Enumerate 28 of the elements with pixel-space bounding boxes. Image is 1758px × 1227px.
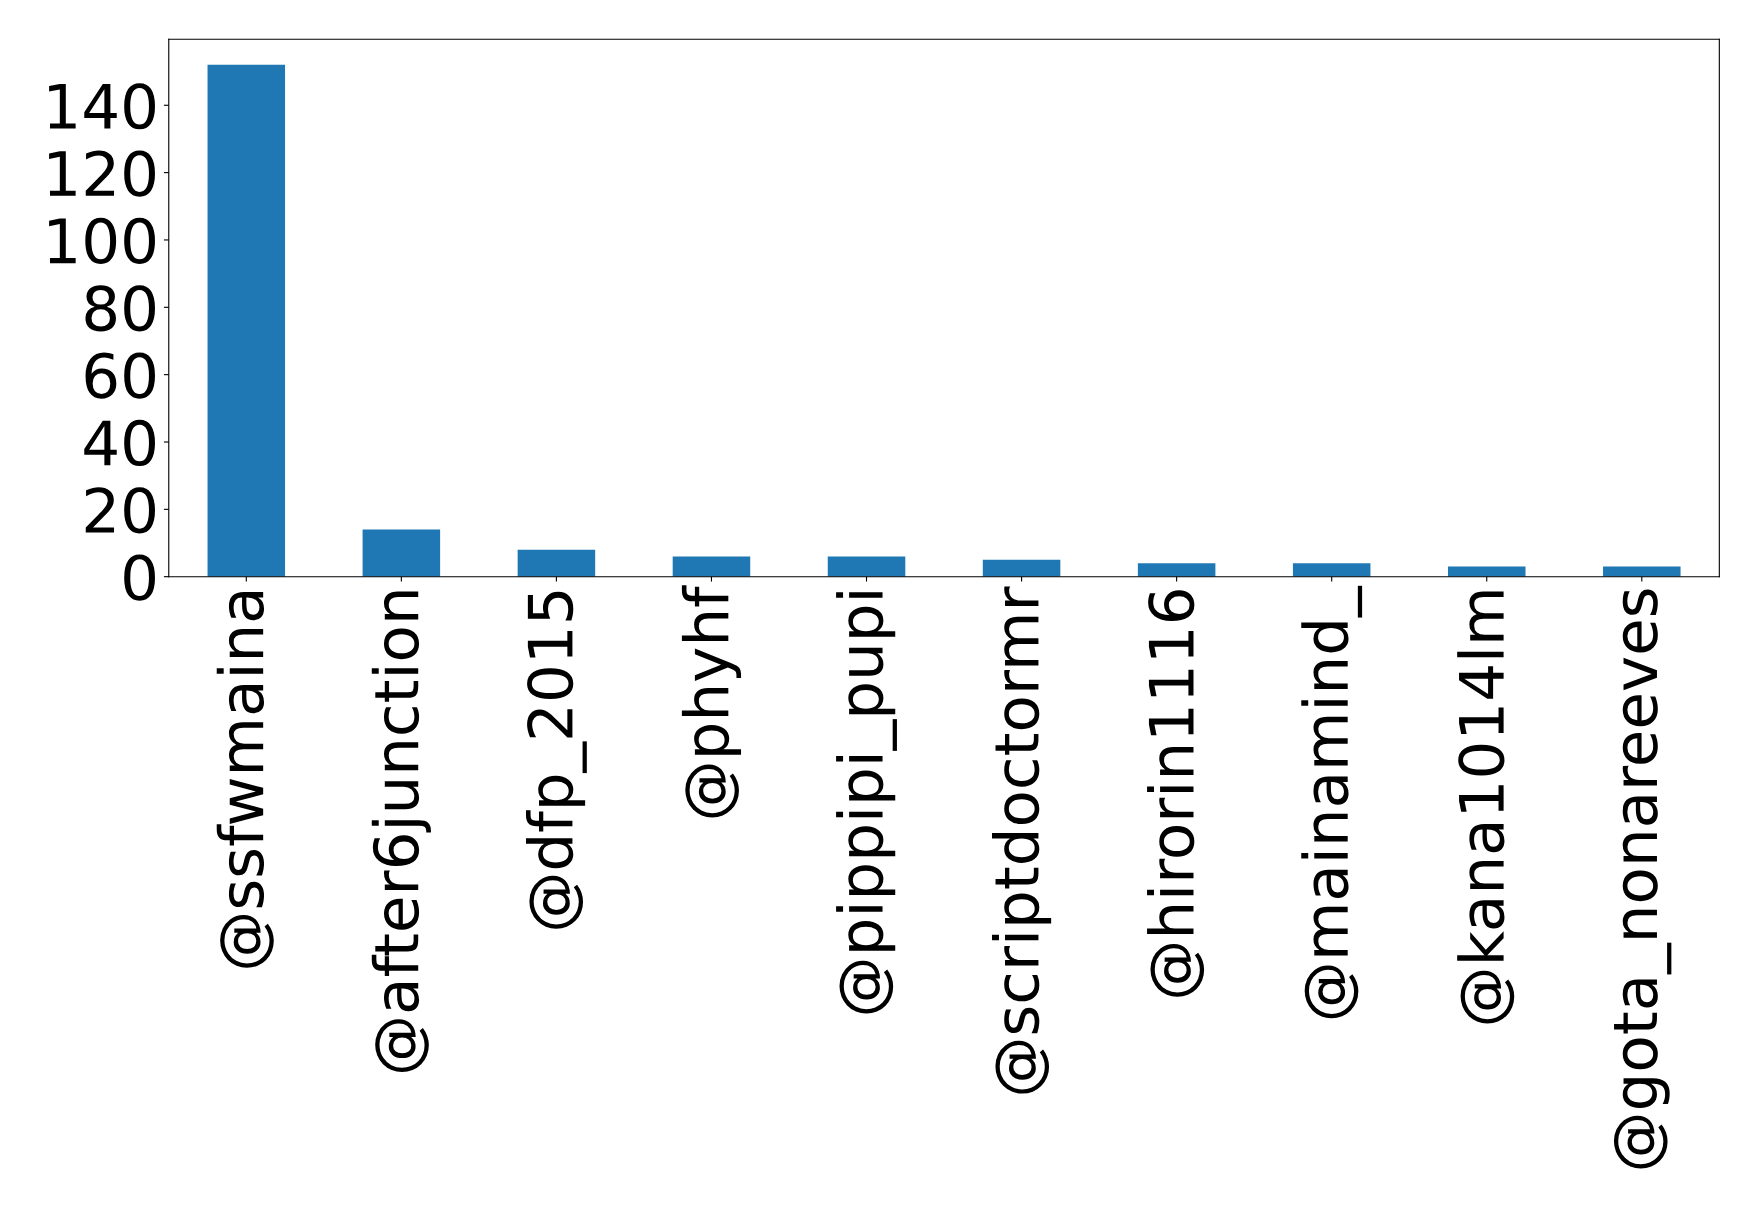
x-tick-label: @dfp_2015 (525, 591, 587, 929)
bar (207, 64, 286, 577)
bar (1292, 563, 1371, 577)
y-tick-label: 40 (84, 419, 155, 467)
y-tick-label: 120 (49, 150, 155, 197)
x-tick-label: @pippipi_pupi (836, 592, 897, 1014)
bar (1137, 563, 1216, 577)
y-tick-label: 0 (124, 554, 155, 601)
bar (517, 549, 596, 577)
y-tick-label: 20 (85, 487, 155, 534)
x-tick-label: @scriptdoctormr (992, 586, 1052, 1094)
bar (1603, 566, 1681, 577)
x-tick-label: @phyhf (681, 585, 742, 818)
bar (672, 556, 751, 577)
x-tick-label: @mainamind_ (1301, 585, 1363, 1019)
x-tick-label: @ssfwmaina (216, 591, 274, 968)
x-tick-label: @kana1014lm (1457, 591, 1515, 1024)
x-tick-label: @after6junction (371, 591, 431, 1073)
bar (827, 556, 906, 577)
bar (362, 529, 441, 577)
bar (982, 559, 1061, 577)
y-tick-label: 80 (85, 285, 155, 332)
y-tick-label: 60 (85, 352, 155, 399)
y-tick-label: 100 (49, 217, 155, 265)
y-tick-label: 140 (49, 83, 155, 130)
x-tick-label: @hirorin1116 (1147, 590, 1205, 997)
x-tick-label: @gota_nonareeves (1613, 589, 1672, 1169)
bar (1447, 566, 1526, 577)
